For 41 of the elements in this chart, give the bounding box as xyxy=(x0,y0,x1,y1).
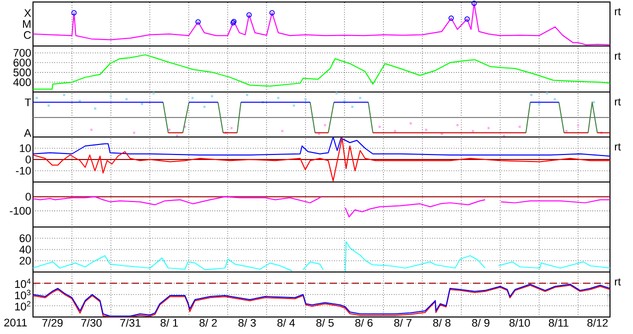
x-tick-label: 8/12 xyxy=(587,318,608,327)
x-tick-label: 8/ 3 xyxy=(238,318,256,327)
y-tick-label: 700 xyxy=(14,48,31,57)
x-tick-label: 8/ 1 xyxy=(160,318,178,327)
y-tick-label: 500 xyxy=(13,68,31,76)
y-tick-label: 10$^{4}$ xyxy=(15,278,31,288)
text: M xyxy=(23,20,30,28)
text: rt xyxy=(614,8,621,16)
y-tick-label: 60 xyxy=(20,234,31,242)
text: rt xyxy=(614,278,621,286)
text: C xyxy=(24,31,31,39)
text: rt xyxy=(614,52,621,60)
x-tick-label: 8/11 xyxy=(548,318,568,327)
text: A xyxy=(24,129,32,137)
y-tick-label: 0 xyxy=(26,192,31,201)
x-tick-label: 7/30 xyxy=(81,318,102,327)
text: X xyxy=(24,9,32,17)
x-tick-label: 8/ 9 xyxy=(472,318,490,327)
x-axis-title: 2011 xyxy=(4,318,27,326)
y-tick-label: 0 xyxy=(26,156,31,164)
text: rt xyxy=(614,143,621,150)
y-tick-label: 400 xyxy=(13,78,31,86)
y-tick-label: 20 xyxy=(20,256,31,265)
x-tick-label: 8/ 5 xyxy=(316,318,334,327)
y-tick-label: 40 xyxy=(19,246,31,254)
x-tick-label: 8/ 6 xyxy=(355,318,373,327)
y-tick-label: 600 xyxy=(14,58,31,67)
text: T xyxy=(24,98,32,106)
x-tick-label: 8/ 7 xyxy=(394,318,412,327)
x-tick-label: 8/ 4 xyxy=(277,318,295,327)
x-tick-label: 7/29 xyxy=(42,318,63,327)
x-tick-label: 7/31 xyxy=(120,318,140,327)
text: rt xyxy=(614,98,621,106)
y-tick-label: -10 xyxy=(16,166,31,175)
y-tick-label: -100 xyxy=(10,206,31,215)
x-tick-label: 8/ 2 xyxy=(200,318,217,327)
x-tick-label: 8/10 xyxy=(510,318,530,327)
y-tick-label: 10$^{2}$ xyxy=(15,301,30,310)
y-tick-label: 10$^{3}$ xyxy=(15,290,30,300)
x-tick-label: 8/ 8 xyxy=(433,318,450,327)
y-tick-label: 10 xyxy=(20,144,31,152)
